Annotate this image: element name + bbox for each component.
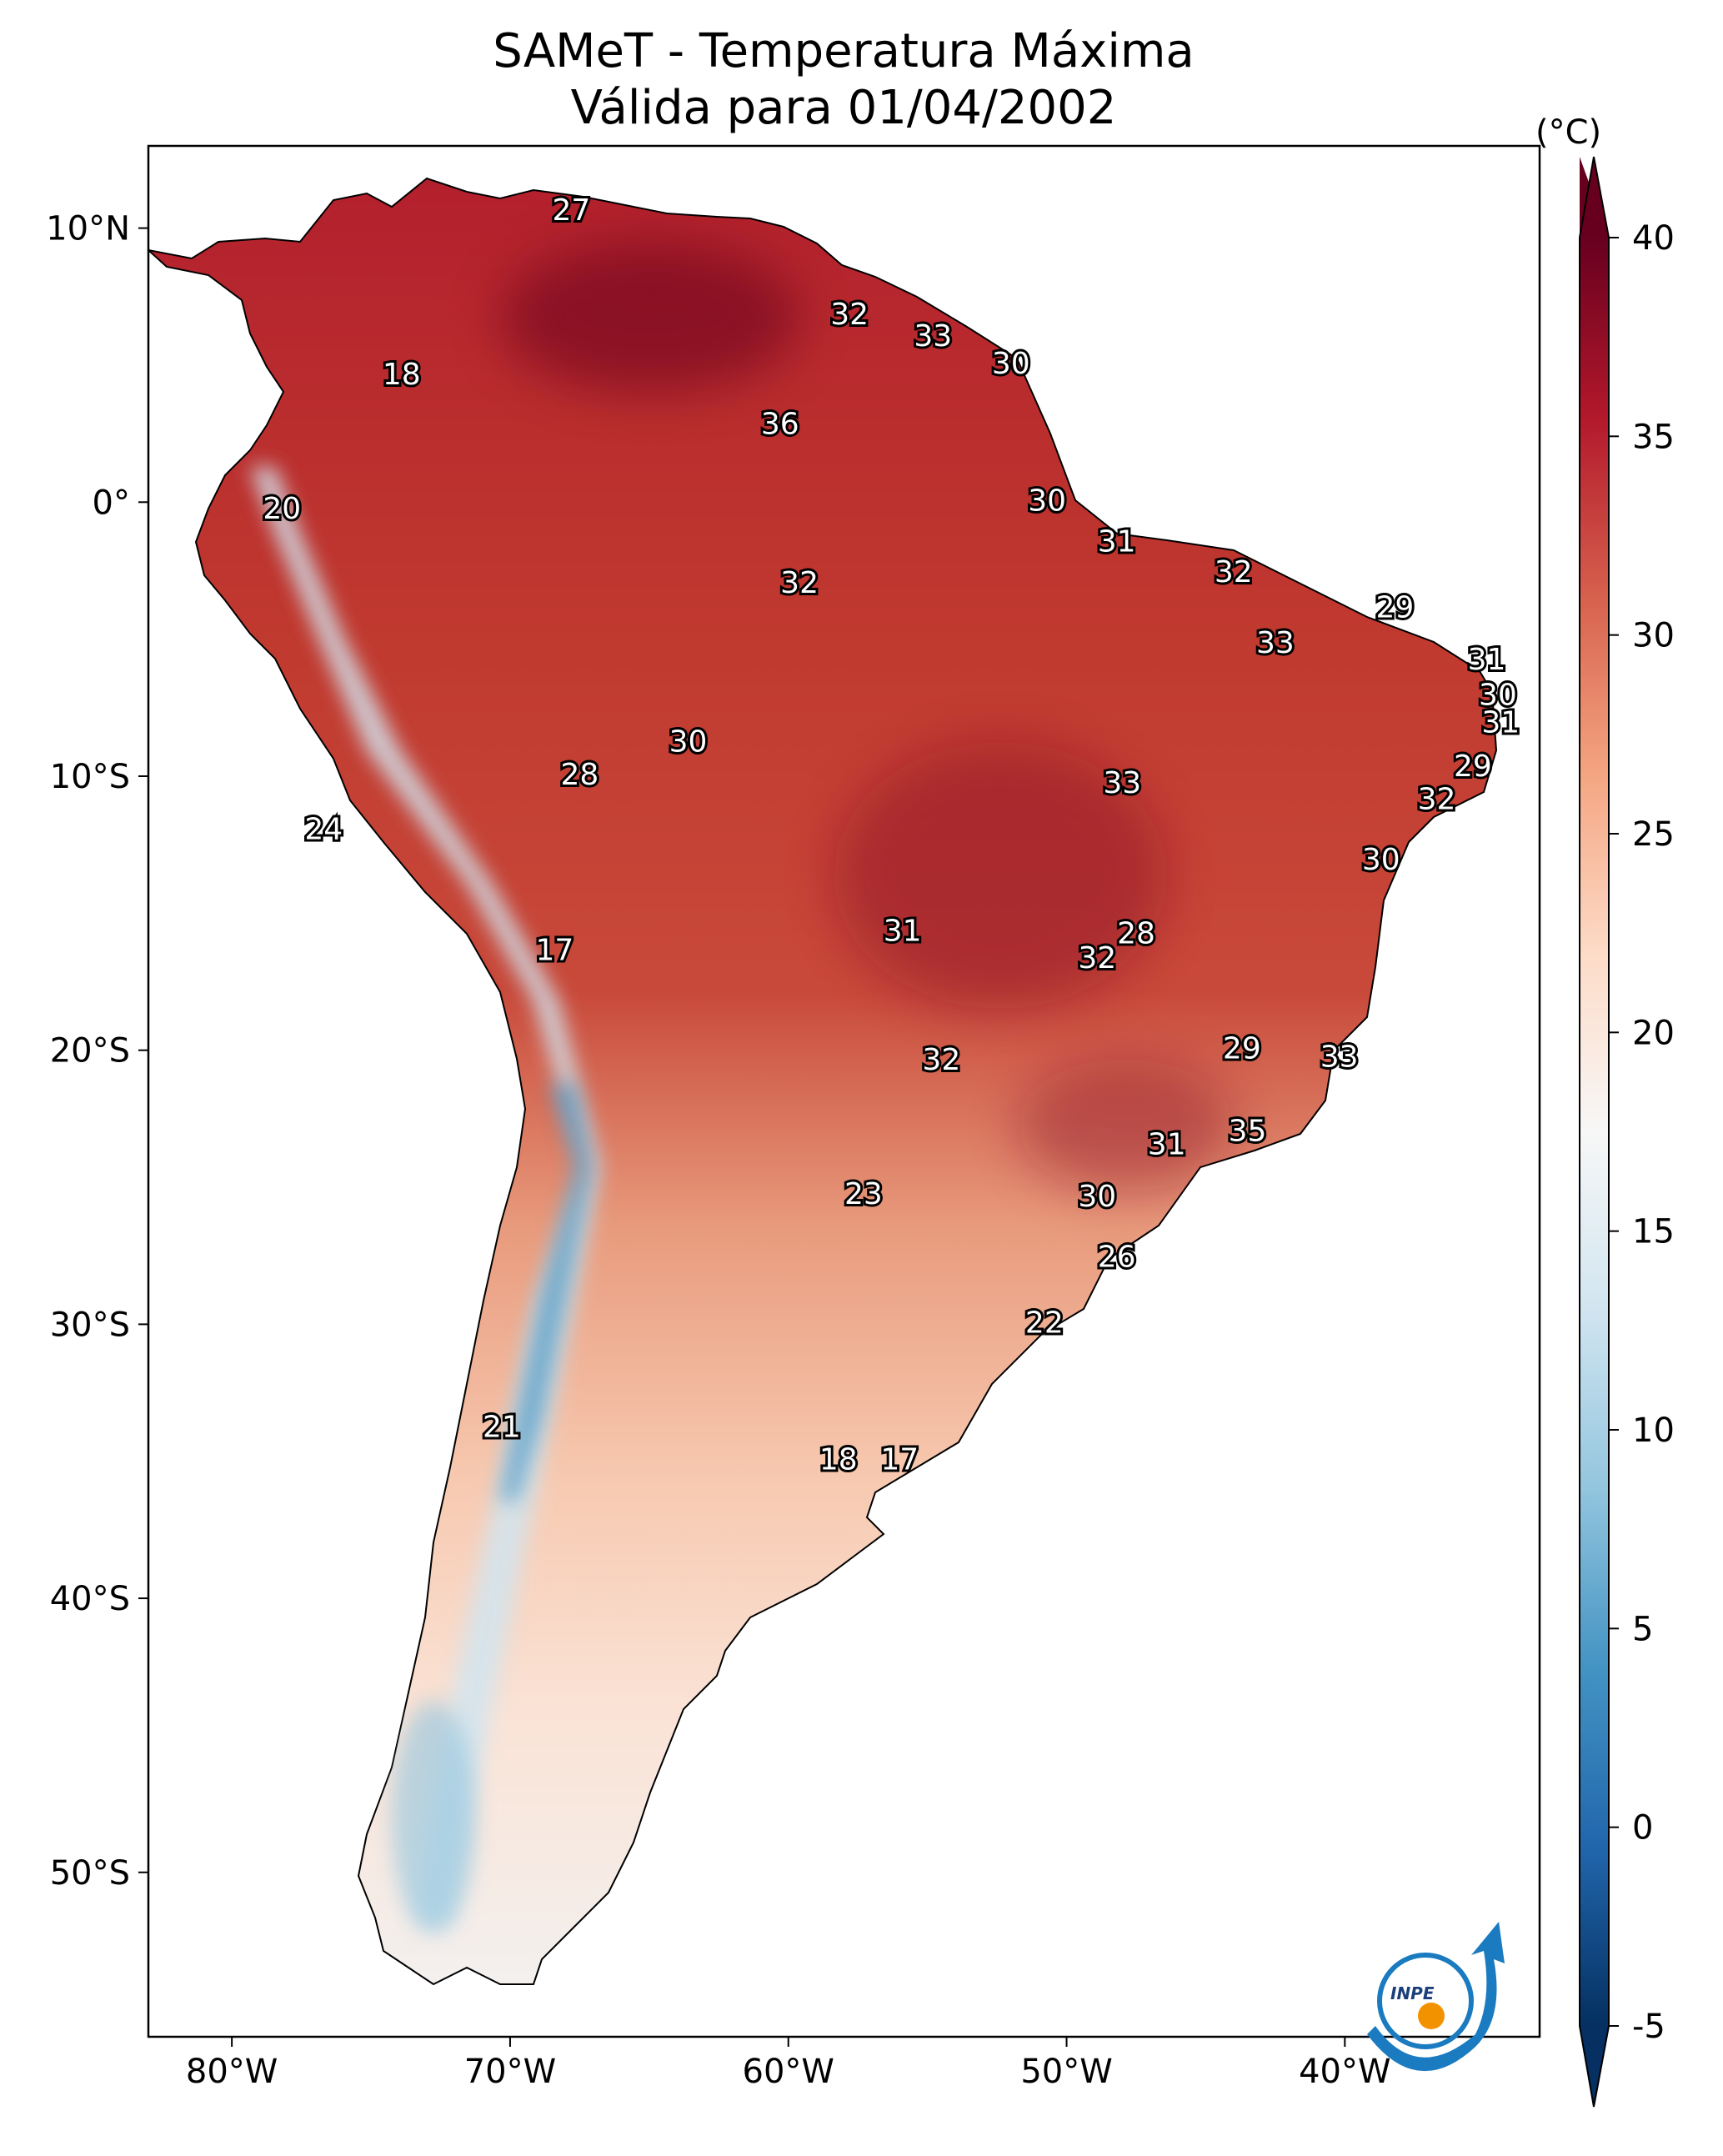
lat-tick-label: 10°N — [46, 210, 130, 248]
colorbar-tick-label: 15 — [1632, 1213, 1675, 1251]
colorbar-tick-label: 30 — [1632, 617, 1675, 655]
temperature-label: 18 — [383, 358, 421, 392]
colorbar-lower-cap — [1580, 2026, 1609, 2107]
temperature-label: 33 — [1103, 766, 1141, 800]
lon-tick-label: 70°W — [464, 2053, 556, 2091]
lat-tick-label: 0° — [93, 484, 130, 522]
colorbar-tick-label: 25 — [1632, 815, 1675, 854]
temperature-label: 23 — [844, 1177, 883, 1211]
temperature-label: 31 — [1148, 1128, 1186, 1162]
temperature-label: 27 — [552, 193, 590, 228]
temperature-label: 20 — [263, 492, 301, 526]
temperature-label: 32 — [1215, 555, 1253, 589]
temperature-label: 17 — [535, 933, 573, 967]
temperature-label: 32 — [922, 1043, 960, 1077]
temperature-label: 17 — [880, 1443, 919, 1477]
colorbar-tick-label: 20 — [1632, 1014, 1675, 1052]
south-america-land — [148, 177, 1498, 1986]
temperature-label: 30 — [1479, 679, 1517, 713]
colorbar-tick-label: 5 — [1632, 1610, 1653, 1648]
lat-tick-label: 10°S — [50, 758, 130, 796]
temperature-label: 30 — [669, 725, 708, 760]
colorbar-upper-cap — [1580, 157, 1609, 238]
patagonia-cool — [392, 1701, 475, 1934]
temperature-label: 18 — [819, 1443, 858, 1477]
map-area — [148, 146, 1540, 2037]
colorbar-unit: (°C) — [1535, 113, 1601, 152]
colorbar: (°C) 40 35 30 25 20 15 10 5 0 -5 — [1535, 113, 1675, 2108]
lon-tick-label: 60°W — [743, 2053, 834, 2091]
lon-tick-label: 40°W — [1299, 2053, 1390, 2091]
colorbar-tick-label: 0 — [1632, 1809, 1653, 1848]
lat-tick-label: 40°S — [50, 1580, 130, 1618]
temperature-label: 32 — [830, 298, 869, 332]
temperature-label: 33 — [914, 319, 952, 353]
temperature-label: 21 — [483, 1410, 521, 1444]
temperature-label: 31 — [1468, 643, 1506, 677]
temperature-label: 35 — [1229, 1114, 1267, 1148]
temperature-label: 30 — [1028, 484, 1066, 518]
temperature-label: 33 — [1256, 626, 1295, 660]
temperature-label: 31 — [884, 914, 922, 948]
inpe-logo: INPE — [1367, 1922, 1505, 2072]
temperature-label: 30 — [1362, 843, 1400, 877]
warm-core-central — [834, 742, 1167, 1009]
colorbar-gradient — [1580, 238, 1609, 2026]
temperature-label: 30 — [992, 347, 1030, 381]
lat-tick-label: 20°S — [50, 1032, 130, 1070]
temperature-label: 31 — [1481, 706, 1520, 740]
temperature-label: 32 — [780, 566, 819, 600]
colorbar-ticks: 40 35 30 25 20 15 10 5 0 -5 — [1609, 219, 1675, 2046]
andes-cold-core — [500, 1084, 592, 1501]
temperature-label: 28 — [560, 758, 599, 792]
colorbar-tick-label: 35 — [1632, 418, 1675, 456]
temperature-label: 29 — [1376, 590, 1415, 624]
colorbar-tick-label: 40 — [1632, 219, 1675, 258]
temperature-label: 26 — [1098, 1241, 1136, 1275]
temperature-label: 31 — [1098, 525, 1136, 559]
map-frame — [147, 144, 1541, 2038]
warm-core-southeast — [1017, 1059, 1234, 1192]
title-line-2: Válida para 01/04/2002 — [571, 81, 1117, 135]
temperature-label: 33 — [1320, 1040, 1359, 1075]
lat-axis: 10°N 0° 10°S 20°S 30°S 40°S 50°S — [46, 210, 148, 1893]
temperature-label: 36 — [761, 407, 799, 441]
temperature-label: 30 — [1078, 1180, 1116, 1214]
logo-sun-icon — [1418, 2003, 1445, 2029]
andes-cool-band — [250, 467, 600, 1926]
lon-axis: 80°W 70°W 60°W 50°W 40°W — [186, 2037, 1391, 2091]
colorbar-tick-label: -5 — [1632, 2008, 1665, 2046]
colorbar-tick-label: 10 — [1632, 1411, 1675, 1450]
temperature-label: 29 — [1454, 750, 1492, 784]
temperature-label: 24 — [304, 813, 343, 847]
logo-ring — [1377, 1953, 1474, 2049]
temperature-label: 22 — [1025, 1306, 1064, 1340]
temperature-label: 28 — [1117, 917, 1155, 951]
warm-core-north — [500, 242, 800, 392]
temperature-label: 32 — [1078, 941, 1116, 975]
lat-tick-label: 50°S — [50, 1854, 130, 1893]
lon-tick-label: 80°W — [186, 2053, 278, 2091]
temperature-label: 29 — [1223, 1032, 1261, 1066]
lon-tick-label: 50°W — [1020, 2053, 1112, 2091]
title-line-1: SAMeT - Temperatura Máxima — [493, 24, 1195, 78]
logo-arrow-icon — [1367, 1922, 1505, 2072]
lat-tick-label: 30°S — [50, 1306, 130, 1344]
temperature-label: 32 — [1418, 783, 1456, 817]
logo-text: INPE — [1390, 1983, 1435, 2003]
